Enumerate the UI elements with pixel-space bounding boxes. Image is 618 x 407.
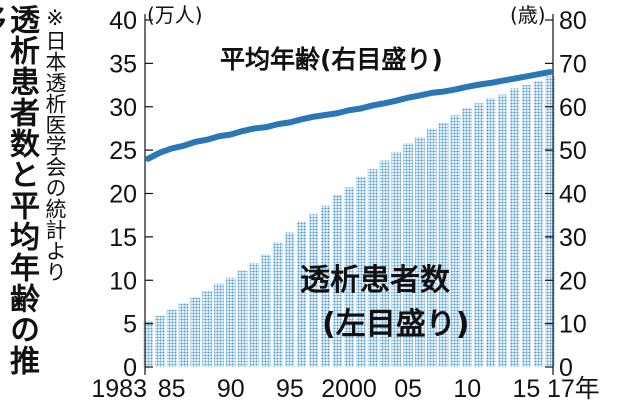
bar-1995 — [285, 232, 295, 367]
x-tick-label: 85 — [158, 375, 186, 403]
bar-2006 — [415, 137, 425, 367]
left-tick-label: 30 — [109, 94, 137, 122]
bar-2016 — [533, 81, 544, 367]
right-tick-label: 80 — [559, 7, 587, 35]
x-tick-label: 17年 — [547, 375, 600, 403]
right-tick-label: 0 — [559, 354, 573, 382]
bar-1990 — [225, 277, 236, 367]
chart-title: 透析患者数と平均年齢の推移 — [0, 4, 39, 376]
bar-1989 — [214, 283, 224, 367]
bar-1997 — [308, 214, 319, 367]
right-tick-label: 40 — [559, 181, 587, 209]
left-tick-label: 5 — [123, 311, 137, 339]
bar-1999 — [332, 195, 343, 367]
right-tick-label: 20 — [559, 267, 587, 295]
bar-2003 — [379, 160, 390, 367]
bar-2005 — [403, 143, 413, 367]
bar-2009 — [450, 115, 461, 368]
bar-1983 — [143, 321, 153, 367]
left-tick-label: 15 — [109, 224, 137, 252]
right-tick-label: 60 — [559, 94, 587, 122]
x-tick-label: 1983 — [91, 375, 147, 403]
right-tick-label: 70 — [559, 50, 587, 78]
x-tick-label: 05 — [394, 375, 422, 403]
right-unit-label: (歳) — [510, 3, 546, 27]
source-note: ※日本透析医学会の統計より — [43, 6, 67, 282]
right-tick-label: 30 — [559, 224, 587, 252]
right-tick-label: 10 — [559, 311, 587, 339]
bar-2014 — [509, 88, 520, 367]
bar-2017 — [545, 76, 555, 367]
bar-series — [143, 76, 555, 368]
bar-2001 — [355, 177, 366, 367]
bar-series-label: 透析患者数 — [300, 263, 451, 298]
right-tick-label: 50 — [559, 137, 587, 165]
left-tick-label: 0 — [123, 354, 137, 382]
bar-series-label-line2: (左目盛り) — [322, 307, 469, 342]
x-tick-label: 90 — [217, 375, 245, 403]
left-tick-label: 20 — [109, 181, 137, 209]
bar-2007 — [426, 128, 437, 367]
bar-1986 — [178, 303, 189, 367]
left-tick-label: 40 — [109, 7, 137, 35]
bar-2002 — [367, 169, 378, 367]
left-unit-label: (万人) — [147, 3, 203, 27]
bar-1993 — [261, 254, 272, 367]
left-tick-label: 35 — [109, 50, 137, 78]
x-tick-label: 2000 — [321, 375, 377, 403]
x-tick-label: 15 — [512, 375, 540, 403]
bar-1987 — [190, 297, 201, 367]
bar-2012 — [486, 98, 496, 367]
bar-2013 — [497, 94, 508, 368]
bar-2015 — [521, 85, 532, 367]
x-tick-label: 10 — [453, 375, 481, 403]
bar-1992 — [249, 262, 260, 367]
line-series-label: 平均年齢(右目盛り) — [220, 45, 443, 74]
left-tick-label: 25 — [109, 137, 137, 165]
bar-2011 — [474, 103, 484, 367]
bar-1998 — [320, 205, 331, 367]
average-age-line — [145, 69, 553, 162]
bar-1991 — [237, 270, 248, 367]
bar-2000 — [344, 187, 354, 367]
bar-2008 — [438, 122, 449, 368]
bar-1994 — [273, 242, 283, 367]
line-series — [145, 69, 553, 162]
bar-1996 — [296, 221, 307, 367]
left-tick-label: 10 — [109, 267, 137, 295]
bar-1984 — [154, 315, 165, 367]
bar-2010 — [462, 108, 473, 368]
x-tick-label: 95 — [276, 375, 304, 403]
bar-2004 — [391, 151, 402, 367]
bar-1988 — [202, 290, 212, 367]
bar-1985 — [166, 309, 177, 367]
